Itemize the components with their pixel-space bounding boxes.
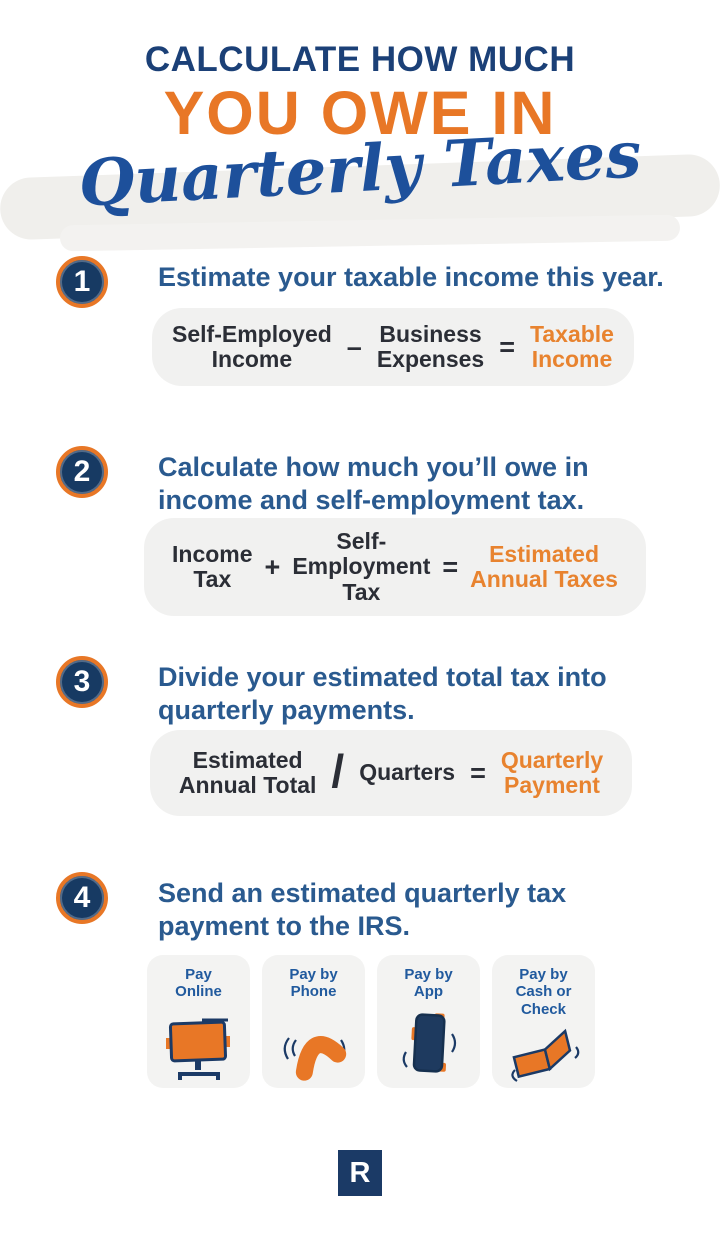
title-line-1: CALCULATE HOW MUCH [144,40,576,79]
formula-taxable-income: Self-Employed Income – Business Expenses… [152,308,634,386]
step-1-text: Estimate your taxable income this year. [158,256,664,294]
formula-quarterly-payment: Estimated Annual Total / Quarters = Quar… [150,730,632,816]
step-2-number-badge: 2 [56,446,108,498]
step-4: 4 Send an estimated quarterly tax paymen… [56,872,676,943]
ramsey-logo: R [338,1150,382,1196]
formula-1-term-1: Self-Employed Income [172,320,332,372]
step-4-text: Send an estimated quarterly tax payment … [158,872,566,943]
payment-card-cash-check: Pay by Cash or Check [492,955,595,1088]
step-3-number: 3 [73,665,91,698]
payment-options: Pay Online Pay by Phone [147,955,595,1088]
payment-card-online-label: Pay Online [175,966,222,1001]
desktop-computer-icon [165,1018,230,1080]
step-3-number-badge: 3 [56,656,108,708]
payment-card-cash-check-label: Pay by Cash or Check [515,966,572,1018]
step-3-text: Divide your estimated total tax into qua… [158,656,607,727]
minus-operator: – [346,331,362,362]
step-4-number: 4 [73,881,91,914]
mobile-app-icon [402,1013,456,1073]
formula-3-result: Quarterly Payment [500,746,604,798]
title-block: CALCULATE HOW MUCH YOU OWE IN Quarterly … [0,40,720,252]
formula-2-result: Estimated Annual Taxes [470,540,618,592]
payment-card-app: Pay by App [377,955,480,1088]
payment-card-online: Pay Online [147,955,250,1088]
plus-operator: + [264,551,281,582]
equals-operator: = [470,757,486,788]
step-3-line-1: Divide your estimated total tax into [158,662,607,692]
step-4-number-badge: 4 [56,872,108,924]
payment-card-phone: Pay by Phone [262,955,365,1088]
step-2: 2 Calculate how much you’ll owe in incom… [56,446,676,616]
step-1-number: 1 [73,265,91,298]
step-4-line-2: payment to the IRS. [158,910,411,941]
payment-card-app-label: Pay by App [404,966,453,1001]
cash-check-icon [510,1028,579,1082]
step-1: 1 Estimate your taxable income this year… [56,256,676,386]
step-3-line-2: quarterly payments. [158,694,415,725]
step-2-line-1: Calculate how much you’ll owe in [158,452,589,482]
step-2-number: 2 [73,455,91,488]
phone-handset-icon [283,1036,346,1081]
step-1-line-1: Estimate your taxable income this year. [158,262,664,292]
equals-operator: = [442,551,459,582]
formula-annual-taxes: Income Tax + Self- Employment Tax = Esti… [144,518,646,616]
formula-3-term-1: Estimated Annual Total [178,746,317,798]
step-3: 3 Divide your estimated total tax into q… [56,656,676,816]
formula-1-result: Taxable Income [530,320,614,372]
title-line-3-wrap: Quarterly Taxes [0,118,720,252]
title-line-2: YOU OWE IN [163,79,557,147]
equals-operator: = [499,331,516,362]
formula-2-term-2: Self- Employment Tax [292,528,431,605]
step-4-line-1: Send an estimated quarterly tax [158,878,567,908]
formula-3-term-2: Quarters [359,759,456,786]
formula-1-term-2: Business Expenses [376,320,485,372]
payment-card-phone-label: Pay by Phone [289,966,338,1001]
step-2-text: Calculate how much you’ll owe in income … [158,446,589,517]
step-1-number-badge: 1 [56,256,108,308]
divide-operator: / [331,745,345,797]
step-2-line-2: income and self-employment tax. [158,484,585,515]
formula-2-term-1: Income Tax [172,540,253,592]
ramsey-logo-letter: R [349,1156,371,1189]
